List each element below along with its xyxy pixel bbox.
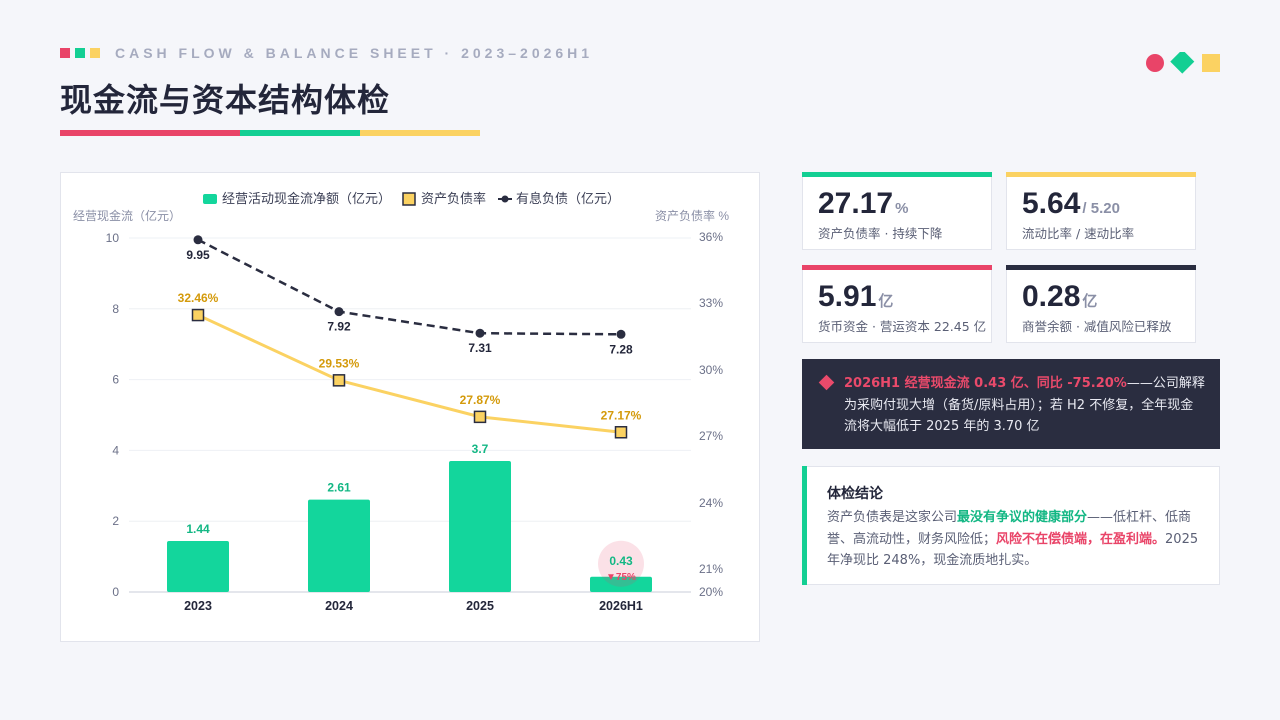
circle-icon	[1146, 54, 1164, 72]
y-right-tick-label: 20%	[699, 585, 723, 599]
bar	[167, 541, 229, 592]
kpi-caption: 货币资金 · 营运资本 22.45 亿	[818, 319, 987, 334]
legend-label: 资产负债率	[421, 191, 486, 206]
x-tick-label: 2025	[466, 599, 494, 613]
diamond-icon	[1170, 52, 1195, 74]
interest-debt-marker	[193, 235, 203, 245]
square-icon	[1202, 54, 1220, 72]
decorative-shapes-icon	[1146, 52, 1220, 74]
legend-swatch-square	[402, 192, 416, 206]
x-tick-label: 2026H1	[599, 599, 643, 613]
conclusion-heading: 体检结论	[827, 486, 883, 502]
yoy-annotation: ▼75%	[606, 572, 636, 583]
bar-data-label: 0.43	[609, 554, 633, 568]
page-title: 现金流与资本结构体检	[60, 81, 391, 119]
y-left-tick-label: 8	[112, 302, 119, 316]
y-left-tick-label: 0	[112, 585, 119, 599]
kpi-value: 27.17%	[818, 187, 909, 220]
x-tick-label: 2023	[184, 599, 212, 613]
kpi-caption: 资产负债率 · 持续下降	[818, 226, 943, 241]
y-left-tick-label: 6	[112, 373, 119, 387]
kpi-value: 0.28 亿	[1022, 280, 1098, 313]
y-right-tick-label: 24%	[699, 496, 723, 510]
alert-highlight: 2026H1 经营现金流 0.43 亿、同比 -75.20%	[844, 376, 1127, 391]
interest-debt-marker	[475, 328, 485, 338]
alert-text: ——公司解释为采购付现大增（备货/原料占用）；若 H2 不修复，全年现金流将大幅…	[844, 376, 1205, 434]
y-left-tick-label: 4	[112, 443, 119, 457]
legend-swatch-bar	[203, 194, 217, 204]
debt-ratio-marker	[614, 426, 628, 439]
combo-chart: 0 2 4 6 8 10 20% 21% 24% 27% 30% 33% 36% 经营现金流（亿元） 资产负…	[73, 191, 729, 613]
conclusion-text: 资产负债表是这家公司最没有争议的健康部分——低杠杆、低商誉、高流动性，财务风险低…	[827, 510, 1199, 568]
debt-ratio-line	[197, 313, 622, 434]
interest-debt-label: 9.95	[186, 248, 210, 262]
interest-debt-label: 7.28	[609, 342, 633, 356]
y-right-axis-label: 资产负债率 %	[655, 208, 729, 223]
y-right-tick-label: 27%	[699, 429, 723, 443]
y-right-tick-label: 33%	[699, 296, 723, 310]
diamond-bullet-icon	[818, 374, 835, 391]
yellow-square-icon	[90, 48, 100, 58]
interest-debt-marker	[334, 307, 344, 317]
y-right-tick-label: 21%	[699, 562, 723, 576]
kpi-card-debt-ratio: 27.17% 资产负债率 · 持续下降	[802, 172, 992, 250]
y-left-tick-label: 2	[112, 514, 119, 528]
bar-data-label: 2.61	[327, 481, 351, 495]
interest-debt-marker	[616, 329, 626, 339]
interest-debt-label: 7.31	[468, 341, 492, 355]
debt-ratio-marker	[332, 374, 346, 387]
header-eyebrow: CASH FLOW & BALANCE SHEET · 2023–2026H1	[60, 45, 593, 61]
conclusion-card: 体检结论 资产负债表是这家公司最没有争议的健康部分——低杠杆、低商誉、高流动性，…	[802, 466, 1220, 585]
cashflow-alert: 2026H1 经营现金流 0.43 亿、同比 -75.20%——公司解释为采购付…	[802, 359, 1220, 449]
yoy-highlight-circle	[598, 540, 644, 587]
red-square-icon	[60, 48, 70, 58]
debt-ratio-label: 29.53%	[319, 356, 360, 370]
kpi-card-goodwill: 0.28 亿 商誉余额 · 减值风险已释放	[1006, 265, 1196, 343]
legend-swatch-dot	[501, 195, 509, 203]
interest-debt-label: 7.92	[327, 320, 351, 334]
bar-data-label: 1.44	[186, 522, 210, 536]
bar	[590, 576, 652, 592]
debt-ratio-marker	[191, 308, 205, 322]
green-square-icon	[75, 48, 85, 58]
debt-ratio-label: 27.17%	[601, 408, 642, 422]
bar-data-label: 3.7	[472, 442, 489, 456]
interest-debt-line	[197, 238, 622, 336]
kpi-caption: 流动比率 / 速动比率	[1022, 226, 1135, 241]
bar	[449, 461, 511, 592]
title-underline	[60, 130, 480, 136]
kpi-value: 5.64/ 5.20	[1022, 187, 1120, 220]
debt-ratio-marker	[473, 410, 487, 424]
y-left-axis-label: 经营现金流（亿元）	[73, 208, 181, 223]
y-right-tick-label: 30%	[699, 363, 723, 377]
y-right-tick-label: 36%	[699, 230, 723, 244]
legend-label: 经营活动现金流净额（亿元）	[222, 191, 391, 206]
bar	[308, 499, 370, 592]
debt-ratio-label: 32.46%	[178, 291, 219, 305]
chart-card: 0 2 4 6 8 10 20% 21% 24% 27% 30% 33% 36% 经营现金流（亿元） 资产负…	[60, 172, 760, 642]
x-tick-label: 2024	[325, 599, 353, 613]
kpi-card-cash: 5.91 亿 货币资金 · 营运资本 22.45 亿	[802, 265, 992, 343]
eyebrow-text: CASH FLOW & BALANCE SHEET · 2023–2026H1	[115, 45, 594, 61]
kpi-caption: 商誉余额 · 减值风险已释放	[1022, 319, 1172, 334]
legend-label: 有息负债（亿元）	[516, 191, 620, 206]
kpi-card-current-ratio: 5.64/ 5.20 流动比率 / 速动比率	[1006, 172, 1196, 250]
kpi-value: 5.91 亿	[818, 280, 894, 313]
debt-ratio-label: 27.87%	[460, 393, 501, 407]
y-left-tick-label: 10	[106, 231, 120, 245]
